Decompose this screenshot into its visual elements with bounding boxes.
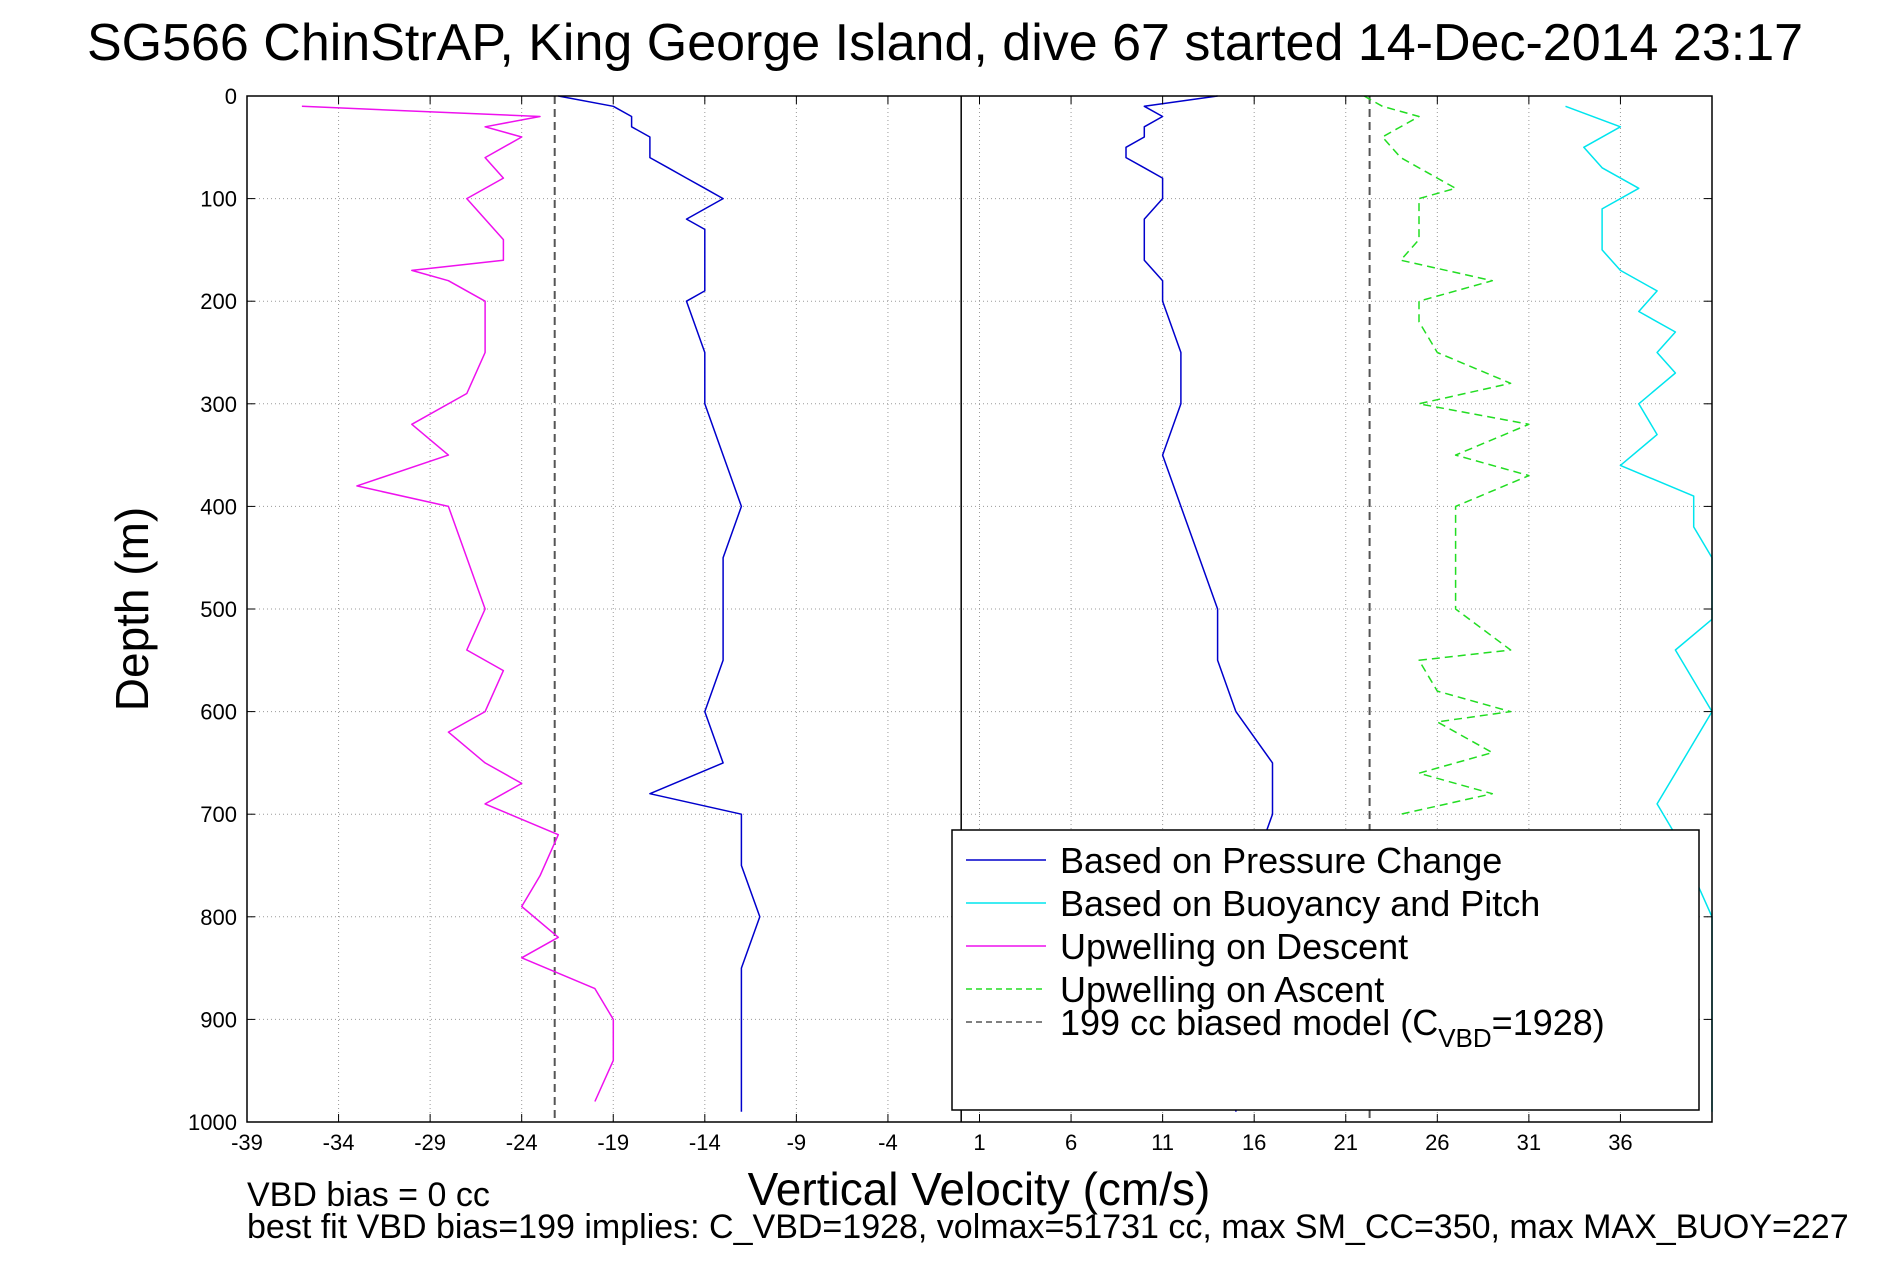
x-axis-label: Vertical Velocity (cm/s) (748, 1163, 1211, 1215)
annotation-best-fit: best fit VBD bias=199 implies: C_VBD=192… (247, 1208, 1849, 1246)
x-tick-label: 6 (1065, 1130, 1077, 1155)
legend-label: Upwelling on Ascent (1060, 969, 1384, 1010)
chart-title: SG566 ChinStrAP, King George Island, div… (87, 14, 1803, 72)
x-tick-label: -14 (689, 1130, 721, 1155)
legend-label: 199 cc biased model (CVBD=1928) (1060, 1002, 1605, 1053)
y-tick-label: 1000 (188, 1110, 237, 1135)
x-tick-label: 31 (1517, 1130, 1541, 1155)
x-tick-label: -39 (231, 1130, 263, 1155)
legend-box (951, 829, 1700, 1111)
y-tick-label: 200 (200, 289, 237, 314)
x-tick-label: -19 (597, 1130, 629, 1155)
legend-label: Based on Pressure Change (1060, 840, 1502, 881)
y-tick-label: 900 (200, 1007, 237, 1032)
x-tick-label: 21 (1334, 1130, 1358, 1155)
annotation-vbd-bias: VBD bias = 0 cc (247, 1176, 490, 1214)
x-tick-label: 36 (1608, 1130, 1632, 1155)
grid-lines (246, 95, 1712, 1123)
legend-label-subscript: VBD (1438, 1023, 1491, 1053)
y-tick-label: 100 (200, 187, 237, 212)
series-line-0-0 (558, 95, 761, 1112)
x-tick-label: 26 (1425, 1130, 1449, 1155)
axis-ticks: -39 -34 -29 -24 -19 -14 -9 -4 1 6 11 16 21 26 31 360100… (188, 84, 1712, 1155)
series-line-2-0 (301, 105, 615, 1102)
x-tick-label: 11 (1151, 1130, 1174, 1155)
x-tick-label: 1 (973, 1130, 985, 1155)
legend-label-main: 199 cc biased model (C (1060, 1002, 1438, 1043)
y-axis-label: Depth (m) (106, 507, 158, 711)
y-tick-label: 500 (200, 597, 237, 622)
legend-label: Upwelling on Descent (1060, 926, 1408, 967)
x-tick-label: -29 (414, 1130, 446, 1155)
y-tick-label: 300 (200, 392, 237, 417)
y-tick-label: 400 (200, 494, 237, 519)
y-tick-label: 700 (200, 802, 237, 827)
y-tick-label: 600 (200, 700, 237, 725)
legend-label-end: =1928) (1492, 1002, 1605, 1043)
legend-label: Based on Buoyancy and Pitch (1060, 883, 1540, 924)
y-tick-label: 0 (225, 84, 237, 109)
x-tick-label: -24 (506, 1130, 538, 1155)
x-tick-label: -4 (878, 1130, 898, 1155)
x-tick-label: -9 (787, 1130, 807, 1155)
x-tick-label: 16 (1242, 1130, 1266, 1155)
x-tick-label: -34 (323, 1130, 355, 1155)
series-line-3-0 (1363, 95, 1530, 815)
y-tick-label: 800 (200, 905, 237, 930)
